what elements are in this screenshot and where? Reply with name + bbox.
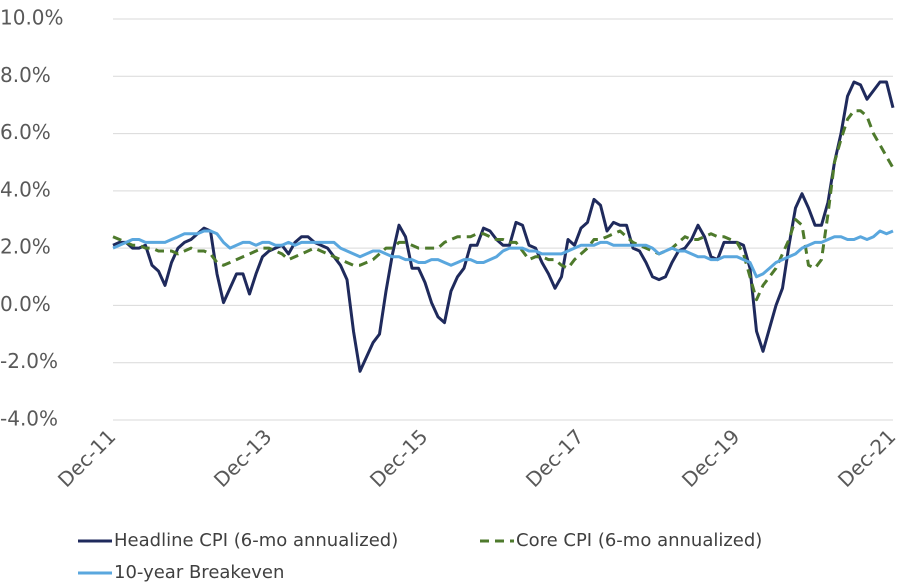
y-tick-label: 10.0% xyxy=(0,6,64,30)
legend-label: Core CPI (6-mo annualized) xyxy=(516,530,762,551)
x-tick-label: Dec-17 xyxy=(521,424,588,491)
y-tick-label: 8.0% xyxy=(0,63,51,87)
series-line xyxy=(112,229,894,279)
y-tick-label: -2.0% xyxy=(0,349,58,373)
x-tick-label: Dec-21 xyxy=(833,424,900,491)
legend-label: 10-year Breakeven xyxy=(114,562,284,583)
y-tick-label: 0.0% xyxy=(0,292,51,316)
y-tick-label: 6.0% xyxy=(0,120,51,144)
y-tick-label: -4.0% xyxy=(0,407,58,431)
x-tick-label: Dec-13 xyxy=(209,424,276,491)
legend-label: Headline CPI (6-mo annualized) xyxy=(114,530,398,551)
x-tick-label: Dec-11 xyxy=(53,424,120,491)
y-tick-label: 2.0% xyxy=(0,235,51,259)
series-line xyxy=(112,109,895,302)
series-line xyxy=(112,80,895,373)
x-tick-label: Dec-19 xyxy=(677,424,744,491)
y-tick-label: 4.0% xyxy=(0,177,51,201)
x-tick-label: Dec-15 xyxy=(365,424,432,491)
